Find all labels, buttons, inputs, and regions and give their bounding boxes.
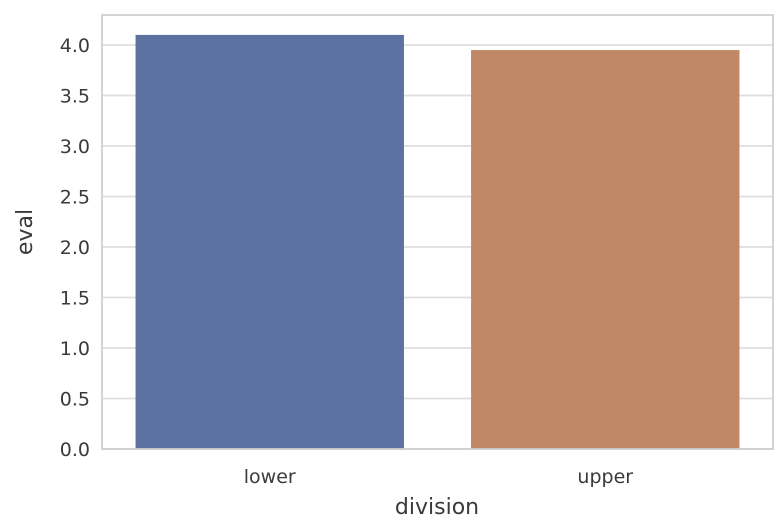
x-tick-label: lower	[244, 466, 296, 488]
y-tick-label: 4.0	[60, 35, 90, 57]
plot-frame	[101, 14, 774, 450]
bar-upper	[471, 50, 740, 450]
y-axis-label: eval	[13, 209, 38, 255]
x-tick-label: upper	[577, 466, 633, 488]
y-tick-label: 0.5	[60, 389, 90, 411]
x-axis-label: division	[395, 495, 479, 520]
y-tick-label: 1.5	[60, 288, 90, 310]
y-tick-label: 3.5	[60, 86, 90, 108]
y-tick-label: 3.0	[60, 136, 90, 158]
x-tick-labels: lower upper	[244, 466, 633, 488]
y-tick-label: 2.5	[60, 187, 90, 209]
y-tick-label: 0.0	[60, 439, 90, 461]
y-tick-label: 2.0	[60, 237, 90, 259]
bars	[135, 34, 740, 450]
y-tick-labels: 0.0 0.5 1.0 1.5 2.0 2.5 3.0 3.5 4.0	[60, 35, 90, 461]
y-tick-label: 1.0	[60, 338, 90, 360]
bar-lower	[135, 34, 404, 450]
